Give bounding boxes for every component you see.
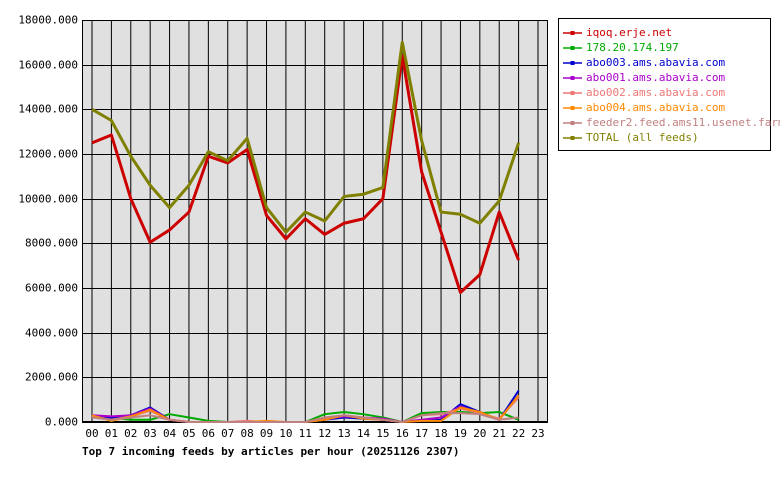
y-tick-label: 4000.000 xyxy=(25,327,78,340)
legend-label: iqoq.erje.net xyxy=(586,26,672,39)
y-tick-label: 12000.000 xyxy=(18,148,78,161)
x-tick-label: 04 xyxy=(163,427,177,440)
legend-label: abo001.ams.abavia.com xyxy=(586,71,725,84)
x-tick-label: 07 xyxy=(221,427,234,440)
x-tick-label: 02 xyxy=(124,427,137,440)
legend-marker xyxy=(570,106,575,110)
legend-marker xyxy=(570,76,575,80)
x-tick-label: 18 xyxy=(434,427,447,440)
y-tick-label: 0.000 xyxy=(45,416,78,429)
legend-marker xyxy=(570,61,575,65)
legend-label: abo002.ams.abavia.com xyxy=(586,86,725,99)
chart-title: Top 7 incoming feeds by articles per hou… xyxy=(82,445,460,458)
series-line xyxy=(91,40,521,234)
x-tick-label: 16 xyxy=(396,427,409,440)
x-tick-label: 12 xyxy=(318,427,331,440)
y-tick-label: 8000.000 xyxy=(25,237,78,250)
series-line xyxy=(91,412,519,423)
legend-marker xyxy=(570,46,575,50)
x-tick-label: 20 xyxy=(473,427,486,440)
series-line xyxy=(91,54,520,294)
legend-marker xyxy=(570,31,575,35)
legend-marker xyxy=(570,121,575,125)
x-tick-label: 13 xyxy=(337,427,350,440)
legend-label: 178.20.174.197 xyxy=(586,41,679,54)
x-tick-label: 11 xyxy=(299,427,312,440)
x-tick-label: 00 xyxy=(85,427,98,440)
legend-label: TOTAL (all feeds) xyxy=(586,131,699,144)
x-tick-label: 17 xyxy=(415,427,428,440)
y-tick-label: 6000.000 xyxy=(25,282,78,295)
legend-marker xyxy=(570,91,575,95)
x-tick-label: 10 xyxy=(279,427,292,440)
x-tick-label: 23 xyxy=(531,427,544,440)
y-tick-label: 16000.000 xyxy=(18,59,78,72)
x-tick-label: 19 xyxy=(454,427,467,440)
x-tick-label: 06 xyxy=(202,427,215,440)
x-tick-label: 15 xyxy=(376,427,389,440)
x-tick-label: 22 xyxy=(512,427,525,440)
legend-label: feeder2.feed.ams11.usenet.farm xyxy=(586,116,780,129)
legend-label: abo003.ams.abavia.com xyxy=(586,56,725,69)
legend-marker xyxy=(570,136,575,140)
y-tick-label: 10000.000 xyxy=(18,193,78,206)
x-tick-label: 01 xyxy=(105,427,118,440)
x-tick-label: 09 xyxy=(260,427,273,440)
x-tick-label: 03 xyxy=(144,427,157,440)
x-tick-label: 21 xyxy=(493,427,506,440)
x-tick-label: 05 xyxy=(182,427,195,440)
y-tick-label: 2000.000 xyxy=(25,371,78,384)
plot-background xyxy=(82,20,548,422)
legend-label: abo004.ams.abavia.com xyxy=(586,101,725,114)
legend-box xyxy=(558,18,771,151)
x-tick-label: 14 xyxy=(357,427,371,440)
y-tick-label: 14000.000 xyxy=(18,103,78,116)
x-tick-label: 08 xyxy=(241,427,254,440)
y-tick-label: 18000.000 xyxy=(18,14,78,27)
